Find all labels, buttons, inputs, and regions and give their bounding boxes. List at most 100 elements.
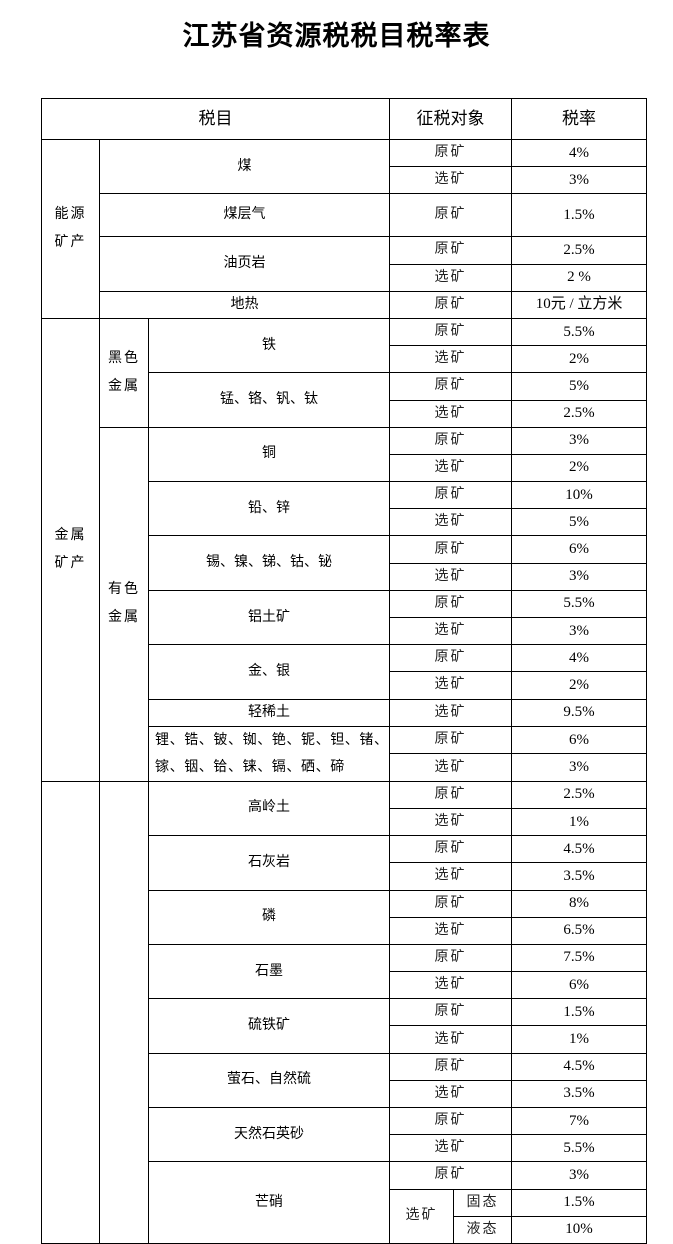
tax-object-text: 选矿 [434,1031,467,1047]
tax-rate-text: 7% [569,1112,590,1129]
table-row: 选矿 3.5% [42,862,648,891]
tax-object: 原矿 [389,998,513,1027]
tax-item-name: 金、银 [147,644,391,700]
tax-object-state: 液态 [453,1215,513,1244]
tax-item-name: 锰、铬、钒、钛 [147,372,391,428]
tax-object: 原矿 [389,426,513,455]
tax-object-text: 选矿 [434,351,467,367]
tax-object-text: 原矿 [434,841,467,857]
tax-rate: 5.5% [511,317,648,347]
tax-item-name: 铜 [147,426,391,483]
tax-item-name-text: 萤石、自然硫 [227,1072,312,1088]
tax-rate-text: 2.5% [563,241,595,258]
tax-object-text: 原矿 [434,145,467,161]
tax-object-text: 原矿 [434,1058,467,1074]
tax-object-text: 原矿 [434,378,467,394]
tax-object: 原矿 [389,290,513,319]
tax-object: 原矿 [389,780,513,809]
tax-rate: 1% [511,807,648,837]
tax-rate: 1% [511,1025,648,1054]
tax-object-text: 原矿 [434,786,467,802]
tax-object-text: 选矿 [434,977,467,993]
tax-rate: 2 % [511,263,648,292]
table-row: 选矿 5.5% [42,1134,648,1163]
tax-object: 选矿 [389,616,513,646]
tax-item-name-text: 轻稀土 [248,704,291,720]
tax-item-name-text: 金、银 [248,663,291,679]
tax-rate: 5% [511,508,648,537]
tax-item-name-text: 硫铁矿 [248,1017,291,1033]
table-row: 硫铁矿 原矿 1.5% [42,998,648,1054]
tax-rate: 3% [511,616,648,646]
tax-item-name-text: 高岭土 [248,800,291,816]
table-row: 石墨 原矿 7.5% [42,943,648,1000]
tax-rate: 1.5% [511,998,648,1027]
table-row: 铅、锌 原矿 10% [42,481,648,537]
tax-object: 原矿 [389,725,513,755]
table-row: 选矿 2 % [42,263,648,292]
tax-rate: 2.5% [511,399,648,428]
tax-object: 原矿 [389,138,513,168]
tax-rate-text: 7.5% [563,949,595,966]
tax-rate: 3.5% [511,1079,648,1109]
tax-rate: 3% [511,426,648,455]
tax-object-text: 选矿 [434,172,467,188]
tax-rate-text: 4.5% [563,840,595,857]
tax-item-name-text: 磷 [262,909,277,925]
tax-object: 选矿 [389,508,513,537]
tax-rate: 4.5% [511,835,648,864]
tax-rate-text: 5% [569,377,590,394]
tax-object-text: 选矿 [405,1208,438,1224]
table-row: 轻稀土 选矿 9.5% [42,698,648,727]
table-row: 选矿 2% [42,453,648,483]
tax-object-text: 选矿 [434,514,467,530]
tax-rate: 5% [511,372,648,401]
tax-rate: 6.5% [511,916,648,945]
tax-item-name-text: 锂、锆、铍、铷、铯、铌、钽、锗、镓、铟、铪、铼、镉、硒、碲 [155,732,389,775]
tax-rate-text: 5% [569,513,590,530]
tax-rate-text: 6.5% [563,922,595,939]
tax-object-text: 选矿 [434,868,467,884]
tax-object-text: 选矿 [434,623,467,639]
tax-item-name-text: 地热 [230,296,259,312]
subgroup-label-text: 黑色金属 [108,350,140,394]
tax-rate-text: 2% [569,676,590,693]
tax-object-text: 选矿 [434,922,467,938]
tax-item-name: 石墨 [147,943,391,1000]
tax-rate-text: 6% [569,731,590,748]
tax-object-text: 原矿 [434,732,467,747]
group-label-text: 金属矿产 [54,527,87,571]
tax-object-text: 原矿 [434,1004,467,1020]
tax-object-text: 原矿 [434,324,467,340]
tax-rate-text: 3% [569,1166,590,1183]
tax-rate-text: 3% [569,171,590,188]
tax-item-name: 锡、镍、锑、钴、铋 [147,535,391,591]
tax-rate-text: 10% [565,486,593,503]
table-row: 液态 10% [42,1215,648,1244]
tax-object: 原矿 [389,644,513,673]
tax-item-name: 煤层气 [98,193,391,238]
tax-object: 选矿 [389,1025,513,1054]
tax-object-text: 原矿 [434,296,467,312]
tax-object-text: 选矿 [434,459,467,475]
group-label: 金属矿产 [41,317,100,782]
tax-object: 选矿 [389,916,513,945]
tax-rate-text: 5.5% [563,323,595,340]
tax-object: 原矿 [389,589,513,619]
tax-object: 选矿 [389,698,513,727]
table-row: 选矿 2% [42,345,648,374]
tax-rate-text: 6% [569,541,590,558]
tax-object-text: 原矿 [434,650,467,666]
tax-rate: 4% [511,138,648,168]
group-label [41,780,100,1244]
tax-rate-text: 2 % [567,269,591,286]
tax-item-name: 石灰岩 [147,835,391,891]
tax-object: 原矿 [389,317,513,347]
tax-item-name-text: 煤层气 [223,207,266,223]
tax-rate-text: 10% [565,1221,593,1238]
tax-item-name-text: 煤 [237,158,252,174]
tax-rate-text: 2% [569,350,590,367]
tax-object-text: 原矿 [434,1113,467,1129]
table-row: 锡、镍、锑、钴、铋 原矿 6% [42,535,648,591]
tax-object: 选矿 [389,263,513,292]
